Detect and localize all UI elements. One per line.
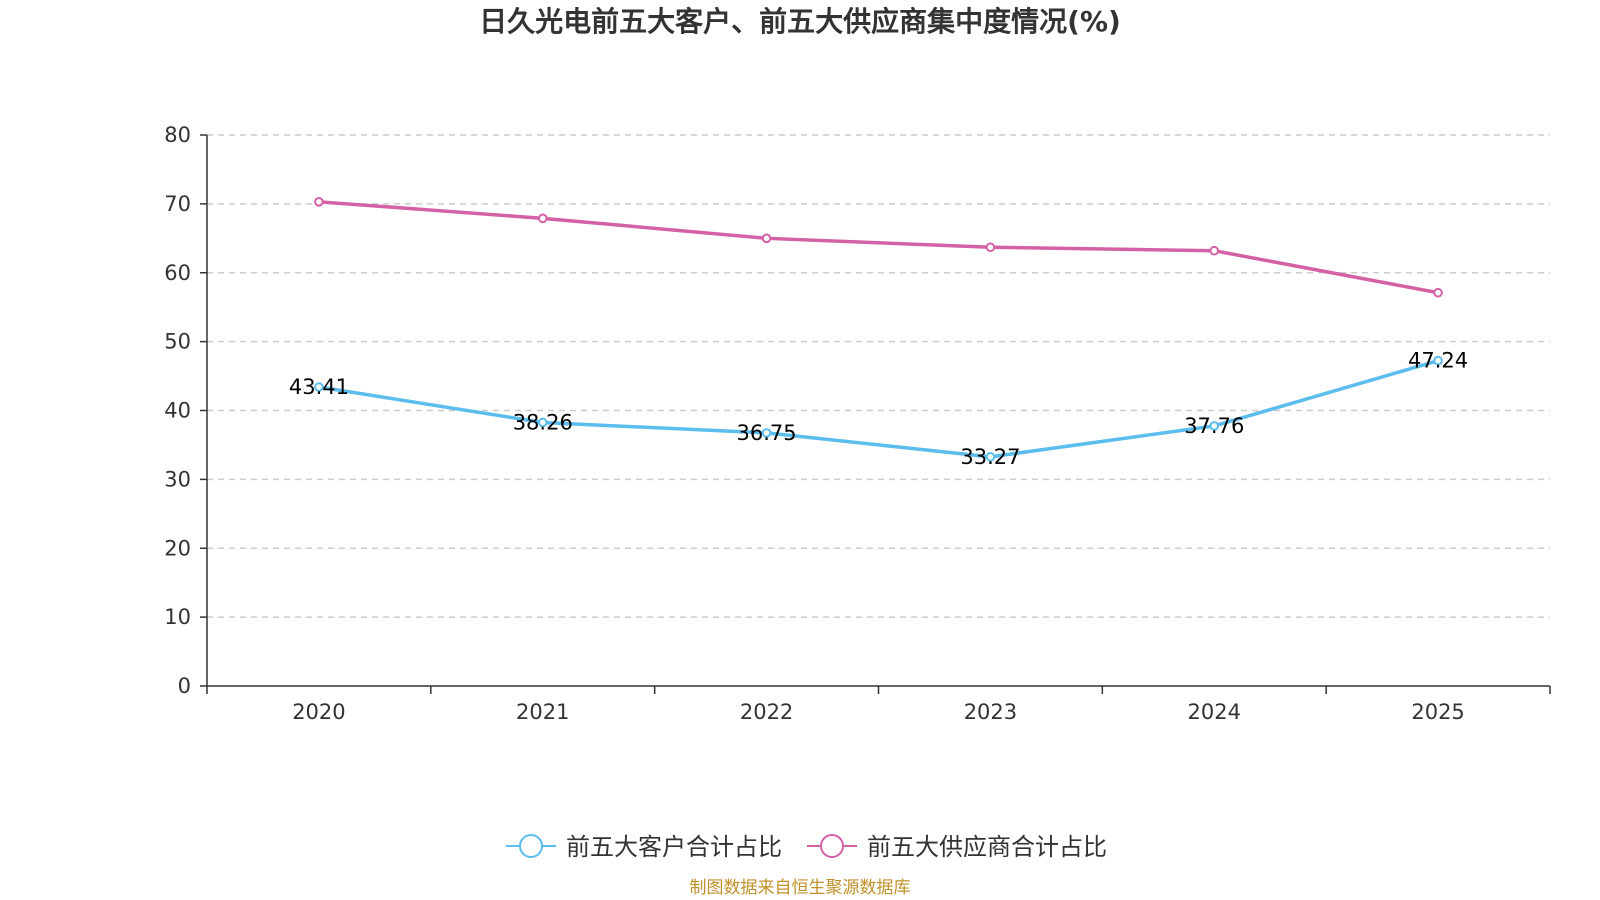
data-point <box>985 452 996 462</box>
axes: 0 10 20 30 40 50 60 70 80 2020 2021 2022 2023 2024 202… <box>164 123 1551 724</box>
data-point <box>985 242 996 253</box>
data-labels: 43.41 38.26 36.75 33.27 37.76 47.24 <box>289 349 1468 469</box>
legend-marker <box>519 834 543 858</box>
data-point <box>537 213 548 224</box>
legend-label: 前五大客户合计占比 <box>566 833 782 861</box>
y-tick-label: 60 <box>164 261 191 285</box>
data-point <box>1209 245 1220 256</box>
y-tick-label: 10 <box>164 605 191 629</box>
data-point <box>761 428 772 438</box>
data-point <box>1209 421 1220 431</box>
y-tick-label: 30 <box>164 467 191 491</box>
data-point <box>761 233 772 244</box>
y-tick-label: 70 <box>164 192 191 216</box>
data-point <box>537 417 548 428</box>
series-line-1 <box>318 358 1439 459</box>
y-tick-label: 40 <box>164 399 191 423</box>
y-tick-label: 20 <box>164 536 191 560</box>
data-label: 36.75 <box>737 421 797 445</box>
legend-marker <box>820 834 844 858</box>
y-tick-label: 80 <box>164 123 191 147</box>
series-lines <box>314 197 1443 462</box>
legend-item-1[interactable]: 前五大客户合计占比 <box>506 833 782 861</box>
data-point <box>1433 355 1443 366</box>
chart-title: 日久光电前五大客户、前五大供应商集中度情况(%) <box>479 5 1121 38</box>
data-label: 38.26 <box>513 410 573 434</box>
data-source-note: 制图数据来自恒生聚源数据库 <box>689 878 911 898</box>
x-tick-label: 2025 <box>1411 700 1464 724</box>
legend-item-2[interactable]: 前五大供应商合计占比 <box>807 833 1107 861</box>
legend-label: 前五大供应商合计占比 <box>867 833 1107 861</box>
y-tick-label: 50 <box>164 330 191 354</box>
x-tick-label: 2023 <box>964 700 1017 724</box>
data-label: 33.27 <box>960 445 1020 469</box>
x-tick-label: 2022 <box>740 700 793 724</box>
y-tick-label: 0 <box>178 674 191 698</box>
data-label: 47.24 <box>1408 349 1468 373</box>
series-line-2 <box>318 200 1439 295</box>
x-tick-label: 2020 <box>292 700 345 724</box>
legend[interactable]: 前五大客户合计占比 前五大供应商合计占比 <box>506 833 1107 861</box>
grid-lines <box>207 134 1550 618</box>
data-point <box>1433 287 1443 298</box>
data-label: 43.41 <box>289 375 349 399</box>
data-point <box>314 197 324 207</box>
data-label: 37.76 <box>1184 414 1244 438</box>
x-tick-label: 2024 <box>1188 700 1241 724</box>
data-point <box>314 382 324 392</box>
x-tick-label: 2021 <box>516 700 569 724</box>
